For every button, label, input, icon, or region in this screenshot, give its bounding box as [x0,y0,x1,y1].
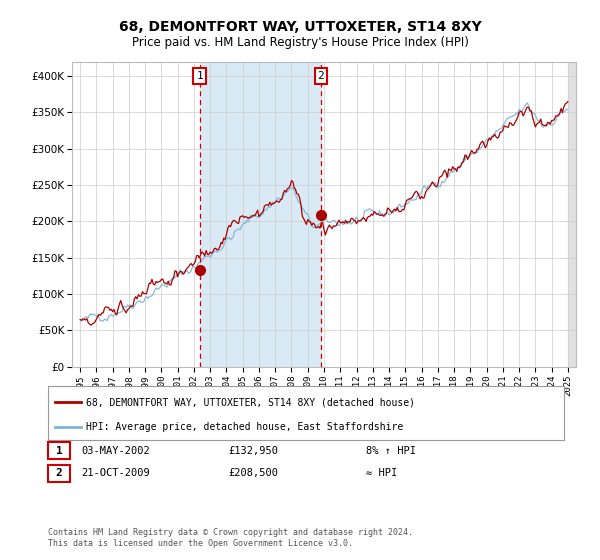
Text: £132,950: £132,950 [228,446,278,456]
Text: Contains HM Land Registry data © Crown copyright and database right 2024.
This d: Contains HM Land Registry data © Crown c… [48,528,413,548]
Bar [200,62,321,367]
Text: Price paid vs. HM Land Registry's House Price Index (HPI): Price paid vs. HM Land Registry's House … [131,36,469,49]
Text: 2: 2 [317,71,324,81]
Bar [568,62,576,367]
Text: 03-MAY-2002: 03-MAY-2002 [81,446,150,456]
Text: 2: 2 [56,468,62,478]
Text: 1: 1 [196,71,203,81]
Text: 68, DEMONTFORT WAY, UTTOXETER, ST14 8XY: 68, DEMONTFORT WAY, UTTOXETER, ST14 8XY [119,20,481,34]
Text: 8% ↑ HPI: 8% ↑ HPI [366,446,416,456]
Text: HPI: Average price, detached house, East Staffordshire: HPI: Average price, detached house, East… [86,422,403,432]
Text: ≈ HPI: ≈ HPI [366,468,397,478]
Text: 21-OCT-2009: 21-OCT-2009 [81,468,150,478]
Text: 68, DEMONTFORT WAY, UTTOXETER, ST14 8XY (detached house): 68, DEMONTFORT WAY, UTTOXETER, ST14 8XY … [86,397,415,407]
Text: 1: 1 [56,446,62,456]
Text: £208,500: £208,500 [228,468,278,478]
